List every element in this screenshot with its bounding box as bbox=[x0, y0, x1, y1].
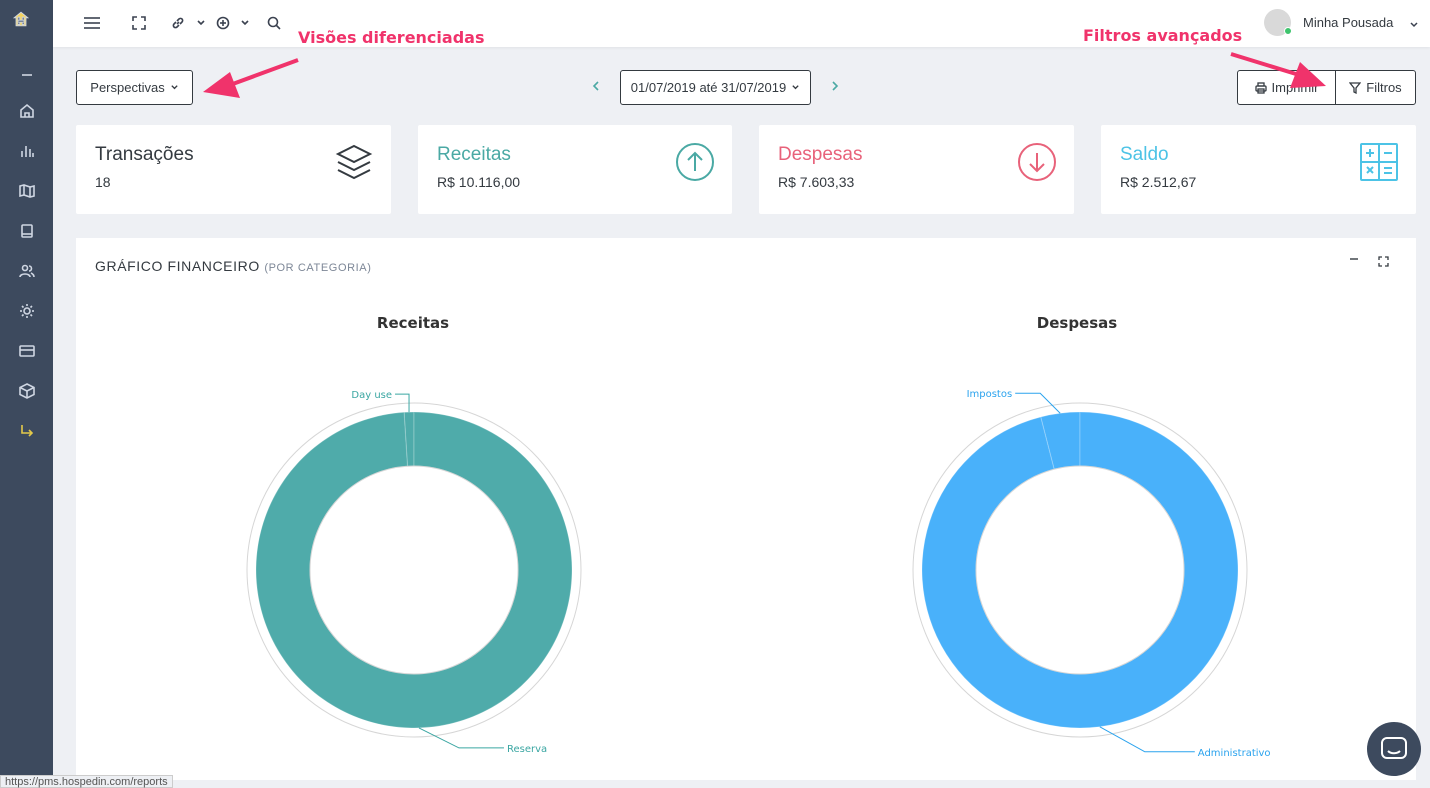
minimize-icon[interactable] bbox=[1348, 250, 1360, 266]
credit-card-icon[interactable] bbox=[17, 341, 37, 361]
collapse-icon[interactable] bbox=[17, 65, 37, 85]
fullscreen-icon[interactable] bbox=[132, 12, 146, 34]
financial-chart-panel: GRÁFICO FINANCEIRO (POR CATEGORIA) Recei… bbox=[76, 238, 1416, 780]
donut-slice-reserva bbox=[255, 411, 573, 729]
card-value: R$ 2.512,67 bbox=[1120, 174, 1197, 190]
card-title: Receitas bbox=[437, 144, 511, 165]
map-icon[interactable] bbox=[17, 181, 37, 201]
card-value: R$ 7.603,33 bbox=[778, 174, 855, 190]
panel-title: GRÁFICO FINANCEIRO (POR CATEGORIA) bbox=[95, 258, 372, 274]
donut-inner-ring bbox=[975, 465, 1185, 675]
annotation-right: Filtros avançados bbox=[1083, 26, 1243, 45]
expand-icon[interactable] bbox=[1378, 254, 1389, 270]
chevron-down-icon bbox=[792, 85, 799, 90]
arrow-down-circle-icon bbox=[1018, 143, 1056, 181]
card-revenue: Receitas R$ 10.116,00 bbox=[418, 125, 732, 214]
top-bar: Minha Pousada bbox=[53, 0, 1430, 47]
card-transactions: Transações 18 bbox=[76, 125, 391, 214]
users-icon[interactable] bbox=[17, 261, 37, 281]
bar-chart-icon[interactable] bbox=[17, 141, 37, 161]
perspectives-label: Perspectivas bbox=[90, 80, 165, 95]
chevron-down-icon[interactable] bbox=[240, 12, 250, 34]
home-icon[interactable] bbox=[17, 101, 37, 121]
annotation-arrow-left bbox=[203, 58, 299, 98]
card-balance: Saldo R$ 2.512,67 bbox=[1101, 125, 1416, 214]
next-period-button[interactable] bbox=[830, 80, 839, 95]
expenses-donut-chart: Impostos Administrativo bbox=[912, 389, 1271, 758]
chevron-down-icon bbox=[171, 85, 178, 90]
filters-label: Filtros bbox=[1366, 80, 1402, 95]
annotation-arrow-right bbox=[1230, 52, 1326, 88]
slice-label-line bbox=[395, 393, 410, 413]
chat-icon bbox=[1381, 737, 1407, 759]
layers-icon bbox=[335, 144, 373, 180]
revenue-donut-chart: Day use Reserva bbox=[246, 390, 582, 755]
annotation-left: Visões diferenciadas bbox=[298, 28, 485, 47]
slice-label: Impostos bbox=[967, 389, 1013, 400]
link-icon[interactable] bbox=[171, 12, 185, 34]
menu-icon[interactable] bbox=[83, 12, 101, 34]
card-value: R$ 10.116,00 bbox=[437, 174, 521, 190]
search-icon[interactable] bbox=[267, 12, 281, 34]
card-expenses: Despesas R$ 7.603,33 bbox=[759, 125, 1074, 214]
arrow-up-circle-icon bbox=[676, 143, 714, 181]
donut-outer-ring bbox=[246, 402, 582, 738]
slice-label: Administrativo bbox=[1198, 748, 1271, 758]
online-status-dot bbox=[1284, 27, 1292, 35]
slice-label: Reserva bbox=[507, 744, 547, 755]
card-title: Transações bbox=[95, 144, 194, 165]
chat-button[interactable] bbox=[1367, 722, 1421, 776]
filters-button[interactable]: Filtros bbox=[1335, 70, 1416, 105]
previous-period-button[interactable] bbox=[592, 80, 601, 95]
chevron-down-icon[interactable] bbox=[1409, 17, 1419, 35]
donut-slice-administrativo bbox=[921, 411, 1239, 729]
card-value: 18 bbox=[95, 174, 111, 190]
user-name[interactable]: Minha Pousada bbox=[1303, 15, 1394, 30]
printer-icon bbox=[1254, 81, 1267, 94]
date-range-dropdown[interactable]: 01/07/2019 até 31/07/2019 bbox=[620, 70, 811, 105]
arrow-turn-icon[interactable] bbox=[17, 421, 37, 441]
app-logo[interactable] bbox=[12, 11, 39, 37]
chevron-down-icon[interactable] bbox=[196, 12, 206, 34]
card-title: Despesas bbox=[778, 144, 863, 165]
calculator-icon bbox=[1360, 143, 1398, 181]
donut-inner-ring bbox=[309, 465, 519, 675]
perspectives-dropdown[interactable]: Perspectivas bbox=[76, 70, 193, 105]
panel-subtitle: (POR CATEGORIA) bbox=[264, 262, 372, 274]
chart-title-revenue: Receitas bbox=[376, 314, 450, 332]
add-circle-icon[interactable] bbox=[216, 12, 230, 34]
slice-label-line bbox=[418, 727, 504, 749]
chart-title-expenses: Despesas bbox=[1036, 314, 1118, 332]
sun-icon[interactable] bbox=[17, 301, 37, 321]
slice-label-line bbox=[1015, 392, 1061, 414]
card-title: Saldo bbox=[1120, 144, 1169, 165]
box-icon[interactable] bbox=[17, 381, 37, 401]
status-url: https://pms.hospedin.com/reports bbox=[0, 775, 173, 788]
slice-label: Day use bbox=[351, 390, 392, 401]
book-icon[interactable] bbox=[17, 221, 37, 241]
date-range-label: 01/07/2019 até 31/07/2019 bbox=[630, 80, 787, 95]
panel-title-text: GRÁFICO FINANCEIRO bbox=[95, 258, 260, 274]
sidebar bbox=[0, 0, 53, 788]
donut-outer-ring bbox=[912, 402, 1248, 738]
filter-icon bbox=[1349, 81, 1362, 94]
slice-label-line bbox=[1099, 726, 1195, 753]
